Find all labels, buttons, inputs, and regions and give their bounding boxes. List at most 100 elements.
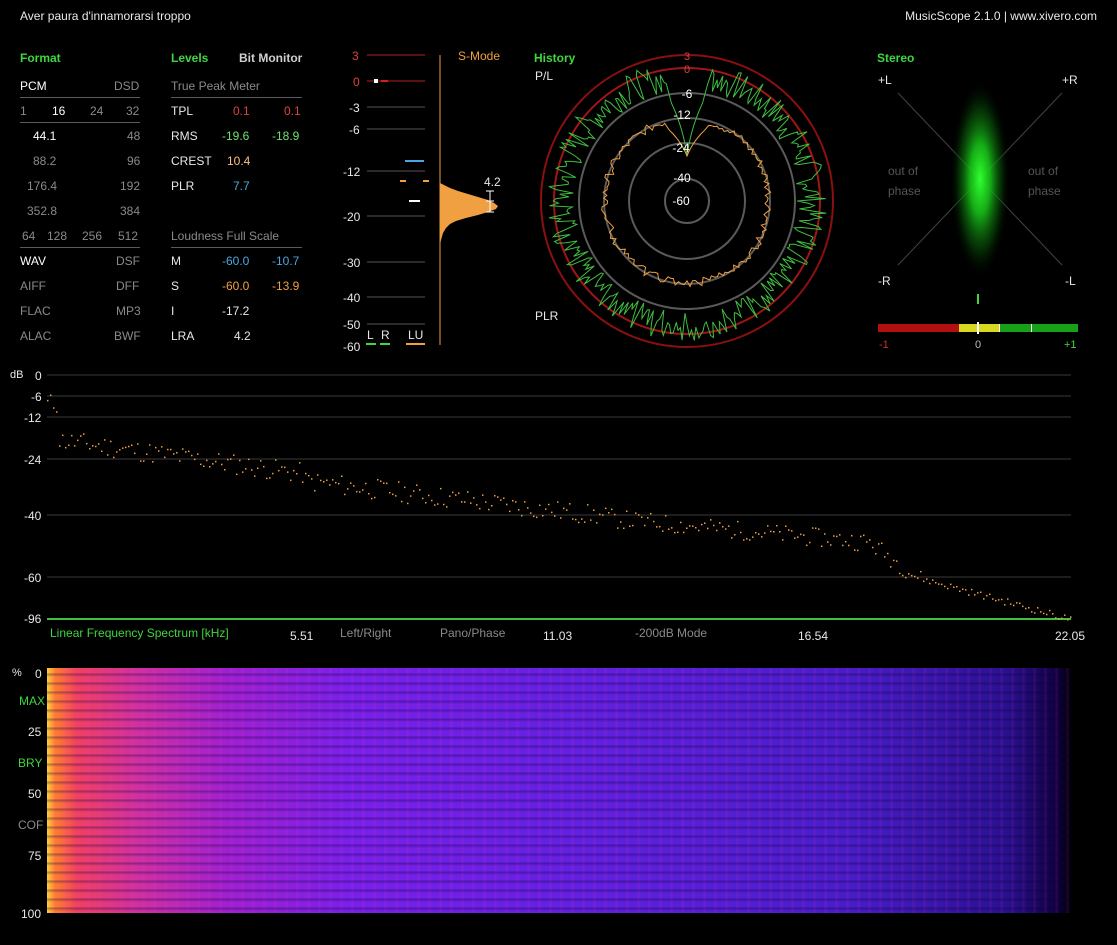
left-right-button[interactable]: Left/Right bbox=[340, 626, 392, 640]
rate-96[interactable]: 96 bbox=[127, 154, 141, 168]
spectrum-xtick-5: 5.51 bbox=[290, 629, 314, 643]
meter-tick-m20: -20 bbox=[343, 210, 361, 224]
spectrum-x-title: Linear Frequency Spectrum [kHz] bbox=[50, 626, 229, 640]
meter-tick-m3: -3 bbox=[349, 101, 360, 115]
rate-384[interactable]: 384 bbox=[120, 204, 141, 218]
meter-tick-3: 3 bbox=[352, 49, 359, 63]
tpl-right: 0.1 bbox=[284, 104, 301, 118]
correlation-meter bbox=[878, 322, 1078, 334]
app-title: MusicScope 2.1.0 | www.xivero.com bbox=[905, 9, 1097, 23]
meter-legend-r: R bbox=[381, 328, 390, 342]
rate-176[interactable]: 176.4 bbox=[27, 179, 58, 193]
container-aiff[interactable]: AIFF bbox=[20, 279, 46, 293]
format-pcm[interactable]: PCM bbox=[20, 79, 47, 93]
plr-value: 7.7 bbox=[233, 179, 250, 193]
spectrum-ytick-96: -96 bbox=[24, 612, 42, 626]
rate-192[interactable]: 192 bbox=[120, 179, 141, 193]
out-of-phase-right-1: out of bbox=[1028, 164, 1059, 178]
container-mp3[interactable]: MP3 bbox=[116, 304, 141, 318]
spectrogram-tick-max[interactable]: MAX bbox=[19, 694, 46, 708]
spectrum-plot bbox=[47, 374, 1072, 621]
rate-48[interactable]: 48 bbox=[127, 129, 141, 143]
container-bwf[interactable]: BWF bbox=[114, 329, 141, 343]
200db-mode-button[interactable]: -200dB Mode bbox=[635, 626, 708, 640]
meter-tick-m50: -50 bbox=[343, 318, 361, 332]
stereo-plus-l: +L bbox=[878, 73, 892, 87]
pano-phase-button[interactable]: Pano/Phase bbox=[440, 626, 506, 640]
m-label: M bbox=[171, 254, 181, 268]
spectrogram-tick-50: 50 bbox=[28, 787, 42, 801]
bit-24[interactable]: 24 bbox=[90, 104, 104, 118]
i-label: I bbox=[171, 304, 175, 318]
container-wav[interactable]: WAV bbox=[20, 254, 46, 268]
meter-tick-m30: -30 bbox=[343, 256, 361, 270]
spectrogram-tick-bry[interactable]: BRY bbox=[18, 756, 43, 770]
container-dff[interactable]: DFF bbox=[116, 279, 140, 293]
spectrum-ytick-40: -40 bbox=[24, 509, 42, 523]
spectrogram-image bbox=[47, 668, 1072, 913]
lra-label: LRA bbox=[171, 329, 195, 343]
meter-tick-m12: -12 bbox=[343, 165, 361, 179]
stereo-minus-l: -L bbox=[1065, 274, 1076, 288]
meter-legend-lu: LU bbox=[408, 328, 424, 342]
meter-tick-m6: -6 bbox=[349, 123, 360, 137]
spectrum-xtick-22: 22.05 bbox=[1055, 629, 1086, 643]
bit-1[interactable]: 1 bbox=[20, 104, 27, 118]
corr-tick-0: 0 bbox=[975, 339, 982, 351]
spectrogram-tick-0: 0 bbox=[35, 667, 42, 681]
stereo-minus-r: -R bbox=[878, 274, 891, 288]
crest-label: CREST bbox=[171, 154, 212, 168]
meter-tick-m40: -40 bbox=[343, 291, 361, 305]
ring-label-0: 0 bbox=[684, 64, 690, 76]
spectrum-xtick-16: 16.54 bbox=[798, 629, 829, 643]
bit-monitor-tab[interactable]: Bit Monitor bbox=[239, 51, 303, 65]
spectrogram-tick-25: 25 bbox=[28, 725, 42, 739]
bit-32[interactable]: 32 bbox=[126, 104, 140, 118]
m-value-a: -60.0 bbox=[222, 254, 250, 268]
spectrum-db-label: dB bbox=[10, 369, 24, 381]
history-heading: History bbox=[534, 51, 576, 65]
rate-44[interactable]: 44.1 bbox=[33, 129, 57, 143]
meter-tick-m60: -60 bbox=[343, 340, 361, 354]
out-of-phase-left-2: phase bbox=[888, 184, 921, 198]
rate-88[interactable]: 88.2 bbox=[33, 154, 57, 168]
history-plr-label: PLR bbox=[535, 309, 559, 323]
spectrum-ytick-12: -12 bbox=[24, 411, 42, 425]
meter-tick-0: 0 bbox=[353, 75, 360, 89]
format-dsd[interactable]: DSD bbox=[114, 79, 140, 93]
out-of-phase-right-2: phase bbox=[1028, 184, 1061, 198]
levels-heading: Levels bbox=[171, 51, 209, 65]
meter-legend-l: L bbox=[367, 328, 374, 342]
true-peak-heading: True Peak Meter bbox=[171, 79, 260, 93]
spectrogram-tick-100: 100 bbox=[21, 907, 42, 921]
rate-352[interactable]: 352.8 bbox=[27, 204, 58, 218]
container-dsf[interactable]: DSF bbox=[116, 254, 140, 268]
rms-left: -19.6 bbox=[222, 129, 250, 143]
dsd-512[interactable]: 512 bbox=[118, 229, 139, 243]
dsd-64[interactable]: 64 bbox=[22, 229, 36, 243]
bit-16[interactable]: 16 bbox=[52, 104, 66, 118]
plr-label: PLR bbox=[171, 179, 195, 193]
spectrogram-tick-cof[interactable]: COF bbox=[18, 818, 44, 832]
loudness-heading: Loudness Full Scale bbox=[171, 229, 280, 243]
corr-tick-minus1: -1 bbox=[879, 339, 889, 351]
m-value-b: -10.7 bbox=[272, 254, 300, 268]
s-mode-button[interactable]: S-Mode bbox=[458, 49, 501, 63]
ring-label-24: -24 bbox=[672, 141, 690, 155]
dsd-128[interactable]: 128 bbox=[47, 229, 68, 243]
lra-value: 4.2 bbox=[234, 329, 251, 343]
ring-label-6: -6 bbox=[682, 87, 693, 101]
meter-graphic bbox=[366, 54, 498, 345]
container-flac[interactable]: FLAC bbox=[20, 304, 51, 318]
stereo-heading: Stereo bbox=[877, 51, 915, 65]
lra-bracket-value: 4.2 bbox=[484, 175, 501, 189]
s-label: S bbox=[171, 279, 180, 293]
format-heading: Format bbox=[20, 51, 61, 65]
stereo-plus-r: +R bbox=[1062, 73, 1078, 87]
balance-indicator bbox=[977, 294, 979, 304]
i-value: -17.2 bbox=[222, 304, 250, 318]
dsd-256[interactable]: 256 bbox=[82, 229, 103, 243]
track-title: Aver paura d'innamorarsi troppo bbox=[20, 9, 191, 23]
spectrogram-pct-label: % bbox=[12, 667, 22, 679]
container-alac[interactable]: ALAC bbox=[20, 329, 52, 343]
